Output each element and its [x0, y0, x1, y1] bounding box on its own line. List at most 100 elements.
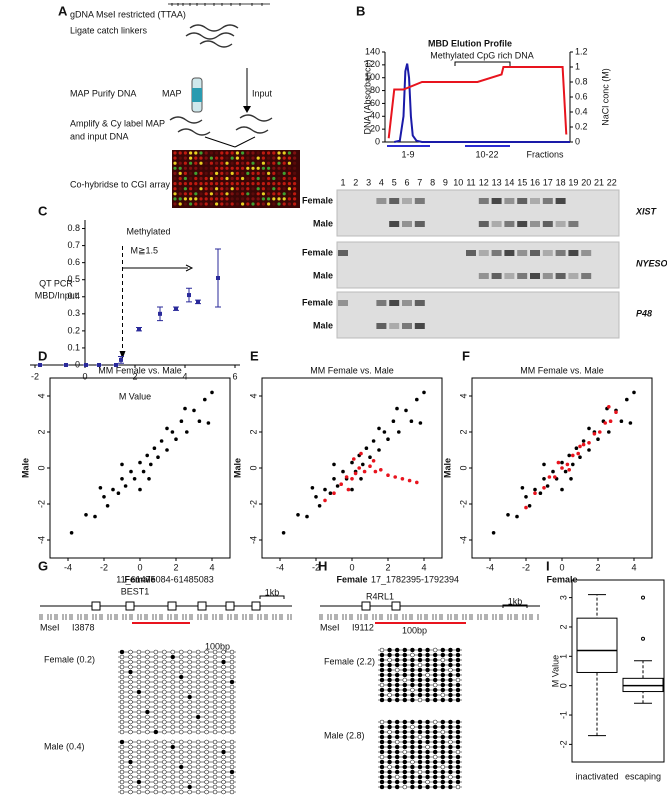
- array-spot: [256, 187, 260, 191]
- cpg: [153, 694, 159, 700]
- cpg: [417, 682, 423, 688]
- cpg: [162, 649, 167, 655]
- array-spot: [189, 197, 193, 201]
- cpg: [136, 659, 142, 665]
- y2-tick-label: 0.4: [575, 106, 588, 116]
- cpg: [212, 724, 218, 730]
- cpg: [455, 744, 461, 750]
- cpg: [221, 669, 226, 675]
- array-spot: [220, 171, 224, 175]
- array-spot: [183, 187, 187, 191]
- y-axis-label: MBD/Input: [35, 290, 78, 300]
- cpg: [448, 719, 453, 725]
- cpg: [402, 774, 408, 780]
- array-spot: [183, 176, 187, 181]
- cpg: [145, 699, 150, 705]
- cpg: [195, 764, 201, 770]
- cpg: [153, 674, 159, 680]
- cpg: [119, 784, 125, 790]
- y-tick-label: 0.3: [67, 308, 80, 318]
- y-tick-label: 20: [370, 124, 380, 134]
- cpg: [178, 709, 184, 715]
- cpg: [162, 709, 167, 715]
- cpg: [187, 694, 192, 700]
- workflow-step: gDNA MseI restricted (TTAA): [70, 9, 186, 19]
- cpg: [229, 659, 235, 665]
- point: [551, 469, 555, 474]
- cpg: [387, 672, 392, 678]
- cpg: [402, 759, 408, 765]
- x-tick-label: -2: [100, 562, 108, 572]
- cpg: [417, 657, 423, 663]
- cpg: [229, 749, 235, 755]
- series-line: [394, 63, 570, 143]
- cpg: [221, 759, 226, 765]
- range-arrowhead: [185, 264, 194, 272]
- cpg: [229, 779, 235, 785]
- cpg: [417, 687, 423, 693]
- cpg: [229, 674, 235, 680]
- array-spot: [246, 202, 250, 206]
- cpg: [410, 734, 415, 740]
- cpg: [145, 784, 150, 790]
- cpg: [187, 744, 192, 750]
- cpg: [448, 724, 453, 730]
- point: [545, 484, 550, 488]
- cpg: [204, 739, 209, 745]
- cpg: [448, 769, 453, 775]
- cpg: [187, 739, 192, 745]
- point: [560, 460, 564, 465]
- cpg: [229, 679, 235, 685]
- cpg: [212, 684, 218, 690]
- cpg: [379, 749, 385, 755]
- array-spot: [261, 166, 265, 170]
- array-spot: [204, 192, 208, 196]
- cpg: [387, 657, 392, 663]
- point: [216, 276, 220, 280]
- cpg: [410, 774, 415, 780]
- cpg: [387, 697, 392, 703]
- cpg: [387, 729, 392, 735]
- cpg: [417, 734, 423, 740]
- array-spot: [246, 176, 250, 181]
- point: [84, 363, 88, 367]
- array-spot: [241, 202, 245, 206]
- cpg: [448, 739, 453, 745]
- cpg: [212, 754, 218, 760]
- cpg: [170, 704, 176, 710]
- array-spot: [277, 187, 281, 191]
- cpg: [195, 719, 201, 725]
- cpg: [402, 697, 408, 703]
- cpg: [410, 682, 415, 688]
- array-spot: [230, 192, 234, 196]
- cpg: [229, 699, 235, 705]
- point: [571, 453, 575, 458]
- array-spot: [194, 166, 198, 170]
- cpg: [402, 744, 408, 750]
- gel-band: [542, 198, 553, 204]
- gel-band: [491, 273, 502, 279]
- array-spot: [272, 151, 276, 155]
- cpg: [387, 719, 392, 725]
- array-spot: [215, 182, 219, 186]
- point: [563, 469, 568, 474]
- cpg: [145, 739, 150, 745]
- array-spot: [261, 187, 265, 191]
- cpg: [162, 764, 167, 770]
- array-spot: [272, 182, 276, 186]
- cpg: [145, 779, 150, 785]
- point: [98, 486, 103, 490]
- cpg: [417, 652, 423, 658]
- y-axis-label: DNA (Absorbance): [362, 59, 372, 134]
- array-spot: [220, 151, 224, 155]
- y-tick-label: -2: [558, 740, 568, 748]
- cpg: [162, 769, 167, 775]
- cpg: [221, 649, 226, 655]
- cpg: [387, 687, 392, 693]
- cpg: [136, 714, 142, 720]
- cpg: [170, 664, 176, 670]
- cpg: [178, 679, 184, 685]
- cpg: [119, 749, 125, 755]
- cpg: [145, 719, 150, 725]
- cpg: [432, 677, 438, 683]
